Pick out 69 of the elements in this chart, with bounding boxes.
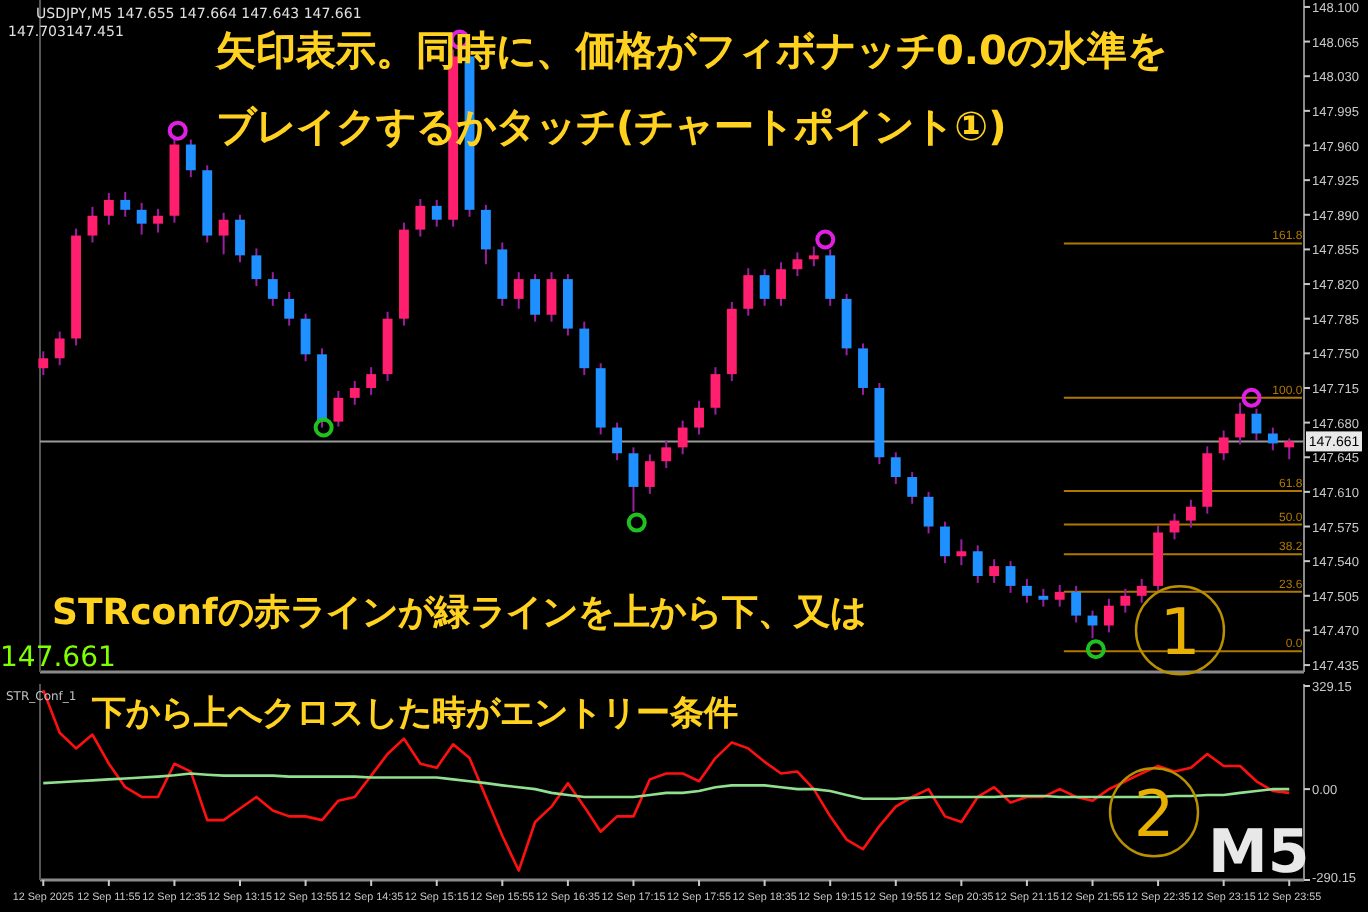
- candlestick: [300, 312, 311, 363]
- candlestick: [710, 366, 721, 416]
- candlestick: [808, 245, 819, 268]
- point: [1241, 387, 1262, 408]
- candlestick: [1120, 587, 1131, 614]
- candlestick: [644, 453, 655, 495]
- candlestick: [612, 421, 622, 462]
- candlestick: [661, 439, 672, 470]
- candlestick: [989, 558, 1000, 584]
- candlestick: [87, 205, 98, 244]
- candlestick: [333, 389, 344, 428]
- candlestick: [792, 251, 803, 278]
- annotation: 1: [1159, 594, 1201, 670]
- candlestick: [54, 330, 65, 367]
- candlestick: [349, 380, 360, 406]
- candlestick: [38, 350, 49, 377]
- candlestick: [972, 544, 983, 584]
- candlestick: [776, 261, 786, 307]
- candlestick: [694, 399, 704, 436]
- candlestick: [743, 267, 754, 317]
- candlestick: [1136, 577, 1147, 604]
- candlestick: [1235, 401, 1245, 446]
- point: [1085, 639, 1106, 660]
- annotation: 2: [1133, 776, 1175, 852]
- candlestick: [1284, 437, 1295, 461]
- candlestick: [759, 268, 770, 307]
- candlestick: [825, 248, 836, 307]
- candlestick: [284, 290, 295, 327]
- point: [626, 512, 647, 533]
- candlestick: [677, 419, 688, 456]
- candlestick: [628, 446, 639, 513]
- candlestick: [530, 273, 541, 323]
- point: [313, 417, 334, 438]
- candlestick: [1071, 584, 1082, 624]
- candlestick: [185, 138, 196, 179]
- candlestick: [103, 192, 114, 226]
- candlestick: [481, 203, 491, 266]
- annotation: STRconfの赤ラインが緑ラインを上から下、又は: [52, 592, 866, 634]
- point: [167, 120, 188, 141]
- candlestick: [890, 451, 901, 485]
- annotation: 147.661: [0, 642, 116, 674]
- candlestick: [1103, 597, 1114, 634]
- candlestick: [218, 211, 229, 256]
- candlestick: [579, 320, 590, 377]
- point: [815, 229, 836, 250]
- candlestick: [923, 490, 934, 535]
- candlestick: [1005, 560, 1016, 594]
- candlestick: [431, 198, 442, 228]
- candlestick: [267, 271, 278, 307]
- candlestick: [546, 271, 557, 323]
- candlestick: [1267, 426, 1278, 452]
- candlestick: [858, 342, 868, 396]
- candlestick: [1054, 583, 1065, 608]
- candlestick: [120, 191, 131, 218]
- annotation: 下から上へクロスした時がエントリー条件: [90, 694, 738, 734]
- candlestick: [907, 471, 918, 505]
- candlestick: [153, 207, 163, 234]
- candlestick: [366, 366, 377, 396]
- candlestick: [415, 197, 426, 238]
- candlestick: [1185, 498, 1196, 529]
- candlestick: [1022, 577, 1032, 604]
- annotation: 矢印表示。同時に、価格がフィボナッチ0.0の水準を: [214, 26, 1167, 74]
- candlestick: [136, 201, 147, 236]
- candlestick: [251, 247, 262, 288]
- candlestick: [940, 520, 950, 565]
- candlestick: [513, 271, 524, 310]
- candlestick: [1218, 429, 1229, 462]
- candlestick: [956, 538, 967, 567]
- candlestick: [235, 213, 245, 264]
